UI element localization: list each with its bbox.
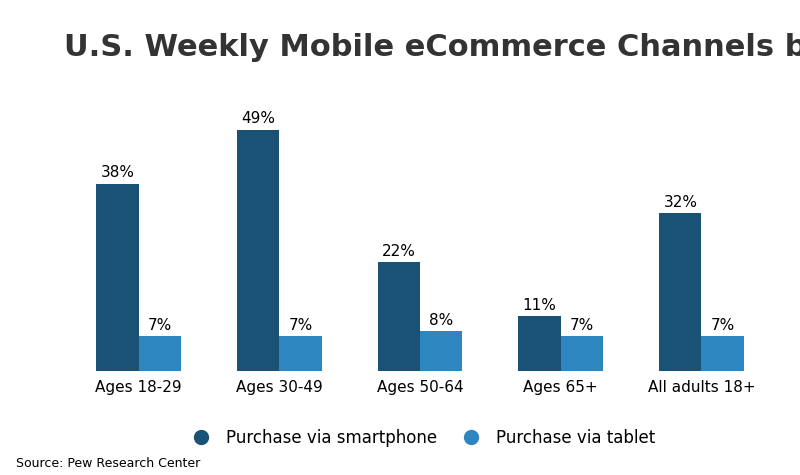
Text: 38%: 38% bbox=[101, 165, 134, 180]
Legend: Purchase via smartphone, Purchase via tablet: Purchase via smartphone, Purchase via ta… bbox=[178, 422, 662, 453]
Bar bbox=[138, 336, 181, 370]
Text: U.S. Weekly Mobile eCommerce Channels by Age: U.S. Weekly Mobile eCommerce Channels by… bbox=[64, 33, 800, 62]
Text: 22%: 22% bbox=[382, 244, 416, 259]
Text: 32%: 32% bbox=[663, 195, 698, 210]
Bar bbox=[96, 184, 138, 370]
Bar bbox=[561, 336, 603, 370]
Bar bbox=[279, 336, 322, 370]
Bar bbox=[420, 331, 462, 370]
Text: 7%: 7% bbox=[147, 318, 172, 332]
Text: 8%: 8% bbox=[429, 313, 454, 328]
Bar bbox=[702, 336, 744, 370]
Text: 7%: 7% bbox=[710, 318, 734, 332]
Bar bbox=[237, 130, 279, 370]
Text: Source: Pew Research Center: Source: Pew Research Center bbox=[16, 457, 200, 470]
Text: 49%: 49% bbox=[241, 111, 275, 126]
Text: 11%: 11% bbox=[522, 298, 557, 313]
Text: 7%: 7% bbox=[570, 318, 594, 332]
Bar bbox=[378, 262, 420, 371]
Bar bbox=[518, 316, 561, 370]
Text: 7%: 7% bbox=[288, 318, 313, 332]
Bar bbox=[659, 213, 702, 370]
